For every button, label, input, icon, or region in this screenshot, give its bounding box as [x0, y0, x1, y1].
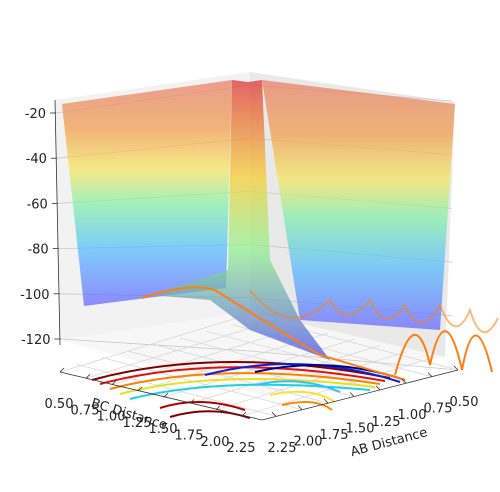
y-tick-mark: [59, 367, 65, 373]
x-tick-mark: [349, 392, 355, 397]
x-tick-mark: [375, 385, 381, 391]
y-axis-ticks: 0.500.751.001.251.501.752.002.25: [45, 367, 256, 456]
y-tick-mark: [189, 399, 195, 404]
contour-line: [159, 401, 246, 411]
y-tick-label: 0.75: [71, 403, 100, 418]
x-tick-label: 1.75: [320, 428, 349, 443]
x-tick-mark: [427, 372, 433, 377]
x-tick-mark: [297, 405, 303, 410]
x-tick-label: 2.25: [268, 441, 297, 456]
x-tick-label: 1.25: [372, 415, 401, 430]
y-tick-label: 0.50: [45, 397, 74, 412]
y-tick-mark: [111, 380, 117, 385]
z-tick-label: -120: [21, 333, 51, 348]
y-tick-label: 1.75: [175, 429, 204, 444]
x-tick-label: 0.75: [424, 402, 453, 417]
grid-line: [85, 319, 277, 379]
x-tick-label: 1.00: [398, 408, 427, 423]
z-tick-label: -40: [26, 152, 47, 167]
contour-line: [109, 372, 381, 390]
z-axis-ticks: -20 -40 -60 -80 -100 -120: [20, 107, 61, 348]
x-tick-label: 1.50: [346, 421, 375, 436]
trajectory-oscillation-front: [394, 330, 493, 376]
x-tick-label: 0.50: [450, 395, 479, 410]
contour-line: [204, 363, 401, 383]
grid-line: [249, 350, 453, 370]
x-tick-mark: [401, 378, 407, 384]
y-tick-label: 2.25: [227, 441, 256, 456]
y-tick-mark: [215, 405, 221, 411]
floor-pane: [60, 312, 445, 395]
x-axis-line: [261, 369, 459, 421]
grid-line: [59, 313, 251, 373]
z-tick-label: -20: [25, 107, 46, 122]
surface-left-sheet: [62, 80, 232, 306]
contour-line: [119, 377, 376, 395]
y-tick-label: 1.25: [123, 416, 152, 431]
y-tick-label: 1.00: [97, 410, 126, 425]
y-tick-mark: [137, 386, 143, 392]
z-axis-line: [54, 99, 61, 346]
grid-line: [153, 344, 355, 397]
z-tick-label: -60: [27, 197, 48, 212]
y-tick-mark: [85, 374, 91, 379]
contour-line: [254, 380, 341, 393]
trajectory-main-path: [141, 286, 406, 381]
x-tick-label: 2.00: [294, 435, 323, 450]
z-tick-label: -100: [20, 288, 50, 303]
surface-valley: [150, 80, 330, 360]
contour-line: [91, 361, 391, 381]
z-tick-label: -80: [27, 243, 48, 258]
x-tick-mark: [453, 365, 459, 371]
y-tick-label: 2.00: [201, 435, 230, 450]
contour-line: [269, 390, 336, 403]
y-axis-line: [59, 371, 263, 421]
y-tick-mark: [241, 411, 247, 417]
x-tick-mark: [323, 398, 329, 404]
grid-line: [101, 357, 303, 410]
x-axis-ticks: 0.500.751.001.251.501.752.002.25: [268, 365, 479, 456]
x-tick-mark: [271, 411, 277, 417]
trajectory-oscillation-back: [249, 289, 499, 333]
surface-right-sheet: [262, 80, 455, 330]
grid-line: [127, 350, 329, 404]
reaction-trajectory: [141, 286, 499, 381]
contour-line: [281, 400, 333, 411]
y-tick-mark: [163, 392, 169, 398]
contour-line: [99, 366, 386, 385]
y-tick-label: 1.50: [149, 422, 178, 437]
